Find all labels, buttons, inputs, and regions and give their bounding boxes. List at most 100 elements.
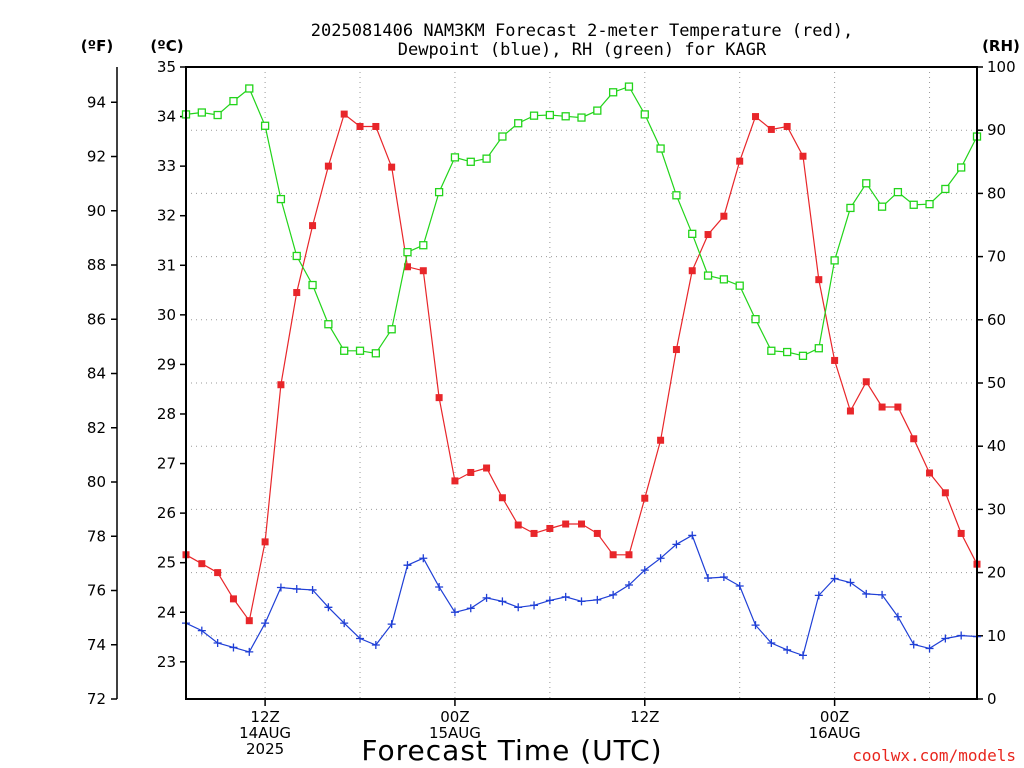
dewpoint-point bbox=[340, 619, 349, 628]
rh-point bbox=[292, 251, 301, 261]
dewpoint-point bbox=[767, 638, 776, 647]
rh-point bbox=[672, 191, 681, 200]
x-tick-label: 15AUG bbox=[429, 724, 481, 742]
celsius-axis-label: (ºC) bbox=[150, 37, 183, 55]
rh-point bbox=[245, 84, 254, 93]
temperature-point bbox=[467, 468, 475, 476]
fahrenheit-tick-label: 80 bbox=[87, 473, 106, 491]
dewpoint-point bbox=[704, 574, 713, 583]
temperature-point bbox=[720, 212, 728, 220]
temperature-point bbox=[672, 346, 680, 354]
rh-tick-label: 40 bbox=[987, 437, 1006, 455]
rh-tick-label: 30 bbox=[987, 500, 1006, 518]
rh-tick-label: 80 bbox=[987, 184, 1006, 202]
dewpoint-point bbox=[292, 584, 301, 593]
dewpoint-point bbox=[308, 585, 317, 594]
temperature-point bbox=[910, 435, 918, 443]
rh-point bbox=[608, 88, 618, 97]
dewpoint-point bbox=[814, 591, 823, 600]
dewpoint-point bbox=[482, 593, 491, 602]
temperature-point bbox=[530, 529, 538, 537]
temperature-point bbox=[593, 529, 601, 537]
rh-point bbox=[514, 119, 523, 128]
credit-text: coolwx.com/models bbox=[852, 746, 1016, 765]
dewpoint-point bbox=[545, 596, 554, 605]
temperature-point bbox=[451, 477, 459, 485]
fahrenheit-tick-label: 78 bbox=[87, 527, 106, 545]
rh-point bbox=[909, 200, 918, 209]
dewpoint-point bbox=[783, 645, 792, 654]
celsius-tick-label: 34 bbox=[157, 108, 176, 126]
celsius-tick-label: 35 bbox=[157, 58, 176, 76]
temperature-point bbox=[957, 529, 965, 537]
rh-point bbox=[814, 344, 823, 353]
temperature-point bbox=[435, 394, 443, 402]
temperature-point bbox=[815, 276, 823, 284]
fahrenheit-tick-label: 94 bbox=[87, 93, 106, 111]
dewpoint-point bbox=[261, 619, 270, 628]
dewpoint-point bbox=[371, 640, 380, 649]
dewpoint-point bbox=[719, 573, 728, 582]
dewpoint-point bbox=[356, 634, 365, 643]
rh-point bbox=[783, 347, 792, 357]
dewpoint-point bbox=[561, 592, 570, 601]
temperature-point bbox=[277, 381, 285, 389]
dewpoint-point bbox=[466, 604, 475, 613]
temperature-point bbox=[309, 222, 317, 230]
rh-point bbox=[498, 132, 507, 141]
rh-point bbox=[308, 280, 317, 290]
rh-axis-label: (RH) bbox=[982, 37, 1020, 55]
dewpoint-point bbox=[213, 638, 222, 647]
rh-tick-label: 50 bbox=[987, 374, 1006, 392]
rh-point bbox=[593, 106, 602, 115]
fahrenheit-tick-label: 90 bbox=[87, 202, 106, 220]
temperature-point bbox=[704, 231, 712, 239]
rh-point bbox=[846, 203, 855, 213]
temperature-point bbox=[894, 403, 902, 411]
dewpoint-point bbox=[862, 589, 871, 598]
fahrenheit-tick-label: 72 bbox=[87, 690, 106, 708]
rh-tick-label: 90 bbox=[987, 121, 1006, 139]
dewpoint-point bbox=[324, 603, 333, 612]
temperature-point bbox=[214, 569, 222, 577]
temperature-point bbox=[388, 163, 396, 171]
temperature-point bbox=[783, 122, 791, 130]
temperature-point bbox=[356, 122, 364, 130]
rh-point bbox=[229, 96, 238, 106]
rh-point bbox=[703, 271, 713, 280]
chart-title-line-2: Dewpoint (blue), RH (green) for KAGR bbox=[398, 40, 767, 60]
dewpoint-point bbox=[229, 643, 238, 652]
x-tick-label: 00Z bbox=[820, 708, 849, 726]
fahrenheit-tick-label: 84 bbox=[87, 365, 106, 383]
rh-point bbox=[529, 111, 539, 120]
temperature-point bbox=[245, 617, 253, 625]
rh-series-line bbox=[185, 85, 978, 357]
temperature-point bbox=[372, 122, 380, 130]
dewpoint-point bbox=[751, 621, 760, 630]
fahrenheit-tick-label: 86 bbox=[87, 310, 106, 328]
temperature-point bbox=[657, 436, 665, 444]
dewpoint-point bbox=[197, 626, 206, 635]
rh-point bbox=[925, 199, 934, 209]
rh-tick-label: 20 bbox=[987, 564, 1006, 582]
dewpoint-point bbox=[878, 590, 887, 599]
temperature-point bbox=[324, 162, 332, 170]
temperature-point bbox=[498, 494, 506, 502]
temperature-point bbox=[229, 595, 237, 603]
dewpoint-point bbox=[435, 582, 444, 591]
temperature-series-line bbox=[185, 113, 978, 623]
rh-point bbox=[324, 320, 333, 329]
dewpoint-point bbox=[419, 554, 428, 563]
rh-tick-label: 0 bbox=[987, 690, 997, 708]
temperature-point bbox=[688, 267, 696, 275]
temperature-point bbox=[340, 110, 348, 118]
axes-layer: 72 74 76 78 80 82 84 86 88 90 92 94 23 24 25 26 27 28 29 30… bbox=[87, 58, 1016, 758]
x-tick-label: 14AUG bbox=[239, 724, 291, 742]
dewpoint-point bbox=[403, 561, 412, 570]
celsius-tick-label: 33 bbox=[157, 157, 176, 175]
temperature-point bbox=[625, 551, 633, 559]
celsius-tick-label: 30 bbox=[157, 306, 176, 324]
rh-point bbox=[862, 179, 871, 188]
dewpoint-point bbox=[640, 566, 649, 575]
celsius-tick-label: 32 bbox=[157, 207, 176, 225]
